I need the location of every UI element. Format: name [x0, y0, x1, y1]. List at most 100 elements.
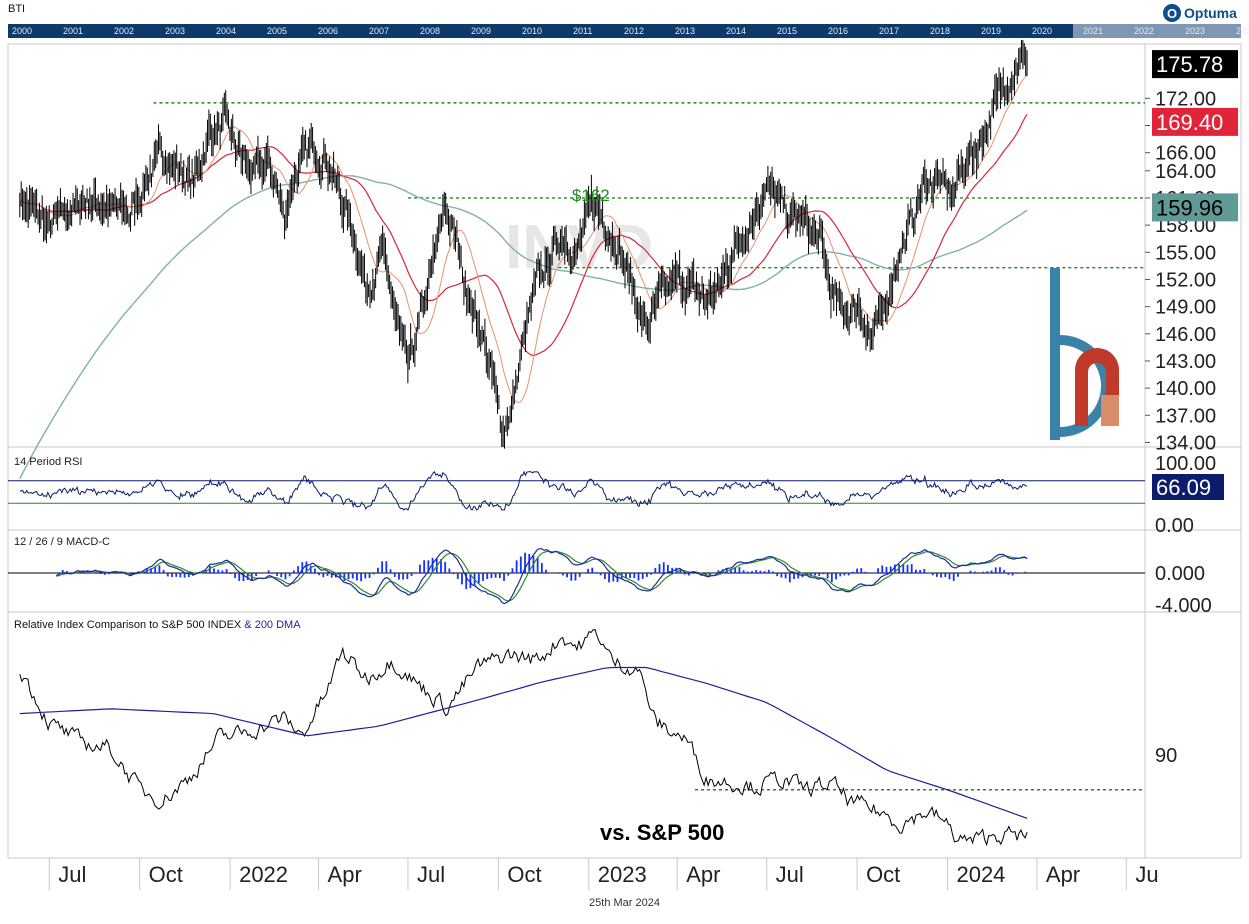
macd-histogram-bar — [889, 566, 892, 573]
x-axis-label: Jul — [417, 862, 445, 887]
x-axis-label: 2024 — [956, 862, 1005, 887]
macd-histogram-bar — [818, 573, 821, 576]
x-axis-label: Oct — [507, 862, 541, 887]
macd-histogram-bar — [633, 573, 636, 579]
macd-histogram-bar — [788, 573, 791, 583]
macd-histogram-bar — [914, 569, 917, 573]
macd-histogram-bar — [519, 556, 522, 573]
macd-histogram-bar — [271, 572, 274, 573]
macd-histogram-bar — [999, 567, 1001, 573]
macd-histogram-bar — [398, 573, 400, 580]
macd-histogram-bar — [658, 564, 661, 573]
macd-histogram-bar — [936, 573, 938, 577]
rsi-y-tick-label: 100.00 — [1155, 453, 1216, 475]
price-y-tick-label: 155.00 — [1155, 242, 1216, 264]
macd-histogram-bar — [183, 573, 186, 578]
macd-histogram-bar — [864, 571, 867, 573]
macd-histogram-bar — [578, 573, 581, 577]
macd-histogram-bar — [242, 573, 245, 582]
macd-histogram-bar — [940, 573, 943, 578]
macd-histogram-bar — [217, 569, 220, 573]
price-bars — [19, 39, 1028, 449]
rsi-value-box — [1152, 474, 1224, 500]
price-y-tick-label: 172.00 — [1155, 88, 1216, 110]
macd-histogram-bar — [1011, 573, 1014, 576]
macd-histogram-bar — [599, 573, 602, 576]
price-y-tick-label: 137.00 — [1155, 405, 1216, 427]
overview-year-label: 2016 — [828, 26, 849, 36]
price-label-box — [1152, 50, 1238, 79]
price-label-text: 169.40 — [1156, 110, 1223, 135]
relative-y-tick-label: 90 — [1155, 745, 1177, 767]
macd-histogram-bar — [393, 573, 396, 577]
overview-timeline[interactable]: 2000 2001 2002 2003 2004 2005 2006 2007 2008 2009… — [8, 24, 1249, 38]
macd-histogram-bar — [835, 573, 837, 580]
macd-histogram-bar — [301, 562, 304, 573]
relative-title-extra: & 200 DMA — [241, 619, 301, 631]
macd-line — [55, 547, 1028, 605]
macd-histogram-bar — [595, 572, 598, 573]
macd-histogram-bar — [561, 573, 564, 576]
macd-histogram-bar — [318, 573, 320, 576]
macd-histogram-bar — [654, 567, 657, 573]
macd-signal-line — [56, 550, 1028, 602]
relative-annotation: vs. S&P 500 — [600, 820, 724, 845]
macd-histogram-bar — [82, 571, 85, 573]
overview-year-label: 2014 — [726, 26, 747, 36]
macd-histogram-bar — [129, 573, 131, 577]
macd-histogram-bar — [973, 571, 976, 573]
macd-histogram-bar — [452, 573, 455, 575]
macd-histogram-bar — [364, 573, 367, 579]
macd-histogram-bar — [797, 573, 800, 579]
macd-histogram-bar — [793, 573, 795, 580]
macd-histogram-bar — [709, 573, 711, 576]
x-axis-label: 2023 — [598, 862, 647, 887]
macd-histogram-bar — [675, 567, 678, 573]
x-axis-label: 2022 — [239, 862, 288, 887]
macd-histogram-bar — [406, 573, 409, 579]
moving-average-slow — [19, 175, 1028, 480]
macd-histogram-bar — [389, 569, 392, 573]
optuma-logo-icon: O — [1163, 4, 1181, 22]
macd-histogram-bar — [465, 573, 468, 590]
macd-histogram-bar — [629, 573, 632, 578]
macd-histogram-bar — [255, 573, 257, 576]
macd-histogram-bar — [780, 573, 783, 578]
price-label-text: 159.96 — [1156, 195, 1223, 220]
overview-year-label: 2011 — [573, 26, 593, 36]
overview-year-label: 2007 — [369, 26, 390, 36]
overview-year-label: 2004 — [216, 26, 237, 36]
macd-histogram-bar — [662, 562, 665, 573]
macd-histogram-bar — [1003, 570, 1006, 573]
overview-year-label: 2018 — [930, 26, 951, 36]
overview-year-label: 2013 — [675, 26, 696, 36]
overview-future-mask — [1073, 24, 1241, 38]
ticker-label: BTI — [8, 3, 26, 15]
macd-histogram-bar — [423, 560, 426, 573]
macd-histogram-bar — [267, 570, 270, 573]
macd-histogram-bar — [608, 573, 610, 583]
macd-histogram-bar — [843, 573, 846, 576]
macd-histogram-bar — [536, 557, 539, 573]
macd-histogram-bar — [372, 573, 375, 575]
macd-histogram-bar — [902, 563, 905, 573]
macd-histogram-bar — [637, 573, 640, 581]
macd-histogram-bar — [150, 568, 152, 573]
macd-histogram-bar — [540, 563, 543, 573]
overview-year-label: 2000 — [12, 26, 33, 36]
macd-histogram-bar — [944, 573, 947, 578]
x-axis-label: Jul — [776, 862, 804, 887]
macd-histogram-bar — [377, 567, 379, 573]
overview-year-label: 2002 — [114, 26, 135, 36]
macd-histogram-bar — [625, 573, 627, 579]
overview-year-label: 2017 — [879, 26, 900, 36]
macd-histogram-bar — [570, 573, 573, 581]
macd-histogram-bar — [860, 568, 863, 573]
macd-histogram-bar — [284, 573, 287, 580]
macd-histogram-bar — [456, 573, 459, 579]
macd-histogram-bar — [919, 569, 922, 573]
macd-histogram-bar — [814, 573, 816, 576]
macd-histogram-bar — [952, 573, 955, 581]
macd-histogram-bar — [66, 571, 68, 573]
relative-200dma-line — [19, 666, 1028, 819]
